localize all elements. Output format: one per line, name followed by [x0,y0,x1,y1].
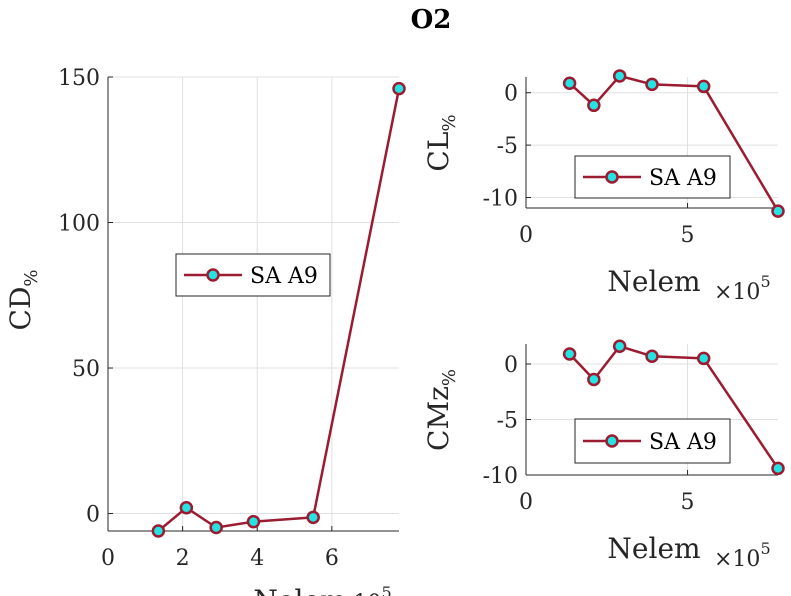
legend-marker-sample [605,434,619,448]
x-exponent-label: ×105 [335,583,392,596]
x-exponent-power: 5 [381,583,391,596]
x-tick-label: 6 [325,546,339,571]
legend-marker-sample [605,170,619,184]
x-tick-label: 5 [681,223,695,248]
x-exponent-power: 5 [760,272,770,291]
data-point [562,347,577,361]
data-point [771,204,785,218]
x-exponent-base: ×10 [714,547,760,572]
data-point [645,77,659,92]
y-tick-label: 150 [58,66,100,91]
x-axis-label: Nelem [607,532,700,565]
y-axis-label-sub: % [439,114,460,131]
data-point [151,524,166,538]
x-tick-label: 0 [519,490,533,515]
y-axis-label-main: CD [4,287,37,331]
y-axis-label-sub: % [439,369,460,386]
x-tick-label: 2 [176,546,190,571]
legend-box [175,253,331,297]
x-exponent-label: ×105 [714,539,771,572]
x-tick-label: 0 [101,546,115,571]
x-exponent-base: ×10 [714,280,760,305]
data-point [587,98,601,113]
y-tick-label: -10 [483,187,518,212]
y-tick-label: 0 [86,503,100,528]
y-tick-label: 0 [504,353,518,378]
y-tick-label: 100 [58,212,100,237]
y-axis-label-main: CL [422,132,455,172]
figure-title: O2 [411,5,452,35]
y-tick-label: 50 [72,357,100,382]
y-tick-label: -10 [483,464,518,489]
y-tick-label: -5 [497,134,518,159]
chart-cd: 0 2 4 6 0 50 100 150 CD% Nelem×105 SA A9 [4,66,406,596]
y-tick-label: 0 [504,82,518,107]
data-point [771,461,785,476]
data-point [246,514,261,529]
data-point [696,351,711,366]
data-point [392,81,406,96]
x-axis-label: Nelem [607,265,700,298]
data-point [179,500,194,515]
data-point [562,76,577,91]
legend-marker-sample [206,268,220,282]
data-point [612,339,627,353]
legend-entry-label: SA A9 [649,430,717,455]
y-axis-label-main: CMz [422,386,455,451]
data-point [696,79,711,94]
x-exponent-label: ×105 [714,272,771,305]
series-line [157,88,401,532]
x-exponent-power: 5 [760,539,770,558]
y-tick-label: -5 [497,408,518,433]
legend-entry-label: SA A9 [649,166,717,191]
y-axis-label: CL% [422,114,460,171]
x-exponent-base: ×10 [335,591,381,596]
data-point [612,69,627,83]
y-axis-label: CMz% [422,369,460,451]
x-axis-label: Nelem [253,584,346,596]
x-tick-label: 5 [681,490,695,515]
x-tick-label: 0 [519,223,533,248]
y-axis-label-sub: % [21,270,42,287]
y-axis-label: CD% [4,270,42,331]
data-point [306,510,320,525]
legend-entry-label: SA A9 [250,264,318,289]
x-tick-label: 4 [250,546,264,571]
data-point [645,349,659,363]
data-point [209,520,223,535]
data-point [587,372,601,387]
